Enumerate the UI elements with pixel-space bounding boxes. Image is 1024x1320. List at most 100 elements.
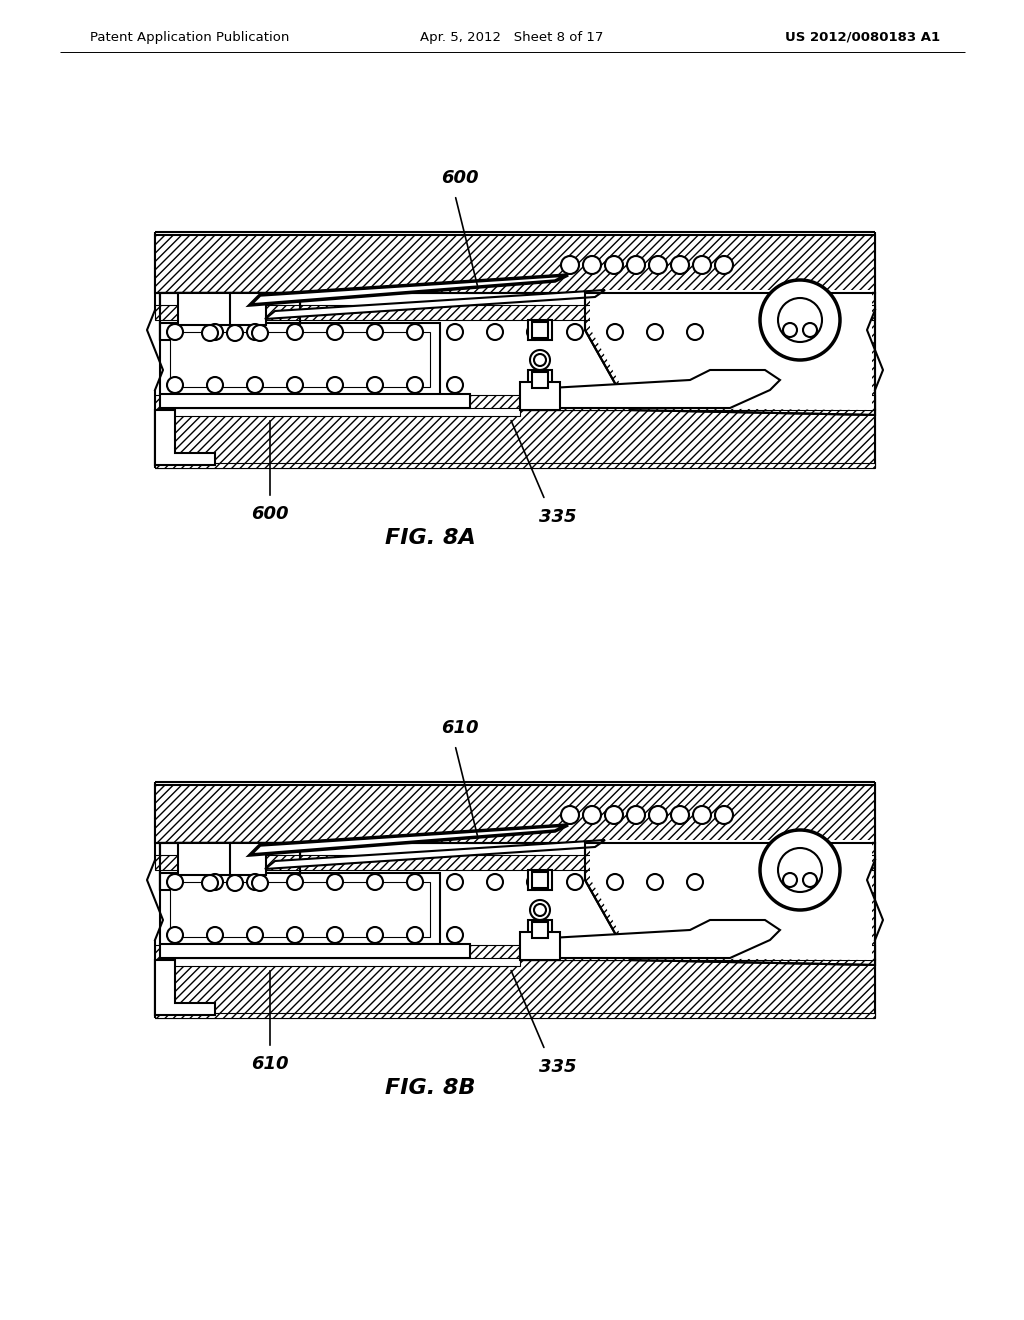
Polygon shape bbox=[265, 290, 605, 319]
Circle shape bbox=[693, 256, 711, 275]
Circle shape bbox=[605, 807, 623, 824]
Circle shape bbox=[627, 807, 645, 824]
Circle shape bbox=[167, 378, 183, 393]
Text: 610: 610 bbox=[251, 1055, 289, 1073]
Bar bbox=[155, 785, 874, 843]
Polygon shape bbox=[250, 275, 568, 305]
Bar bbox=[155, 960, 874, 1015]
Circle shape bbox=[327, 874, 343, 890]
Circle shape bbox=[447, 378, 463, 393]
Bar bbox=[155, 395, 874, 411]
Circle shape bbox=[783, 323, 797, 337]
Bar bbox=[155, 463, 874, 469]
Circle shape bbox=[247, 874, 263, 890]
Circle shape bbox=[561, 807, 579, 824]
Circle shape bbox=[207, 927, 223, 942]
Circle shape bbox=[627, 256, 645, 275]
Circle shape bbox=[407, 323, 423, 341]
Bar bbox=[532, 921, 548, 939]
Circle shape bbox=[803, 873, 817, 887]
Circle shape bbox=[715, 807, 733, 824]
Bar bbox=[155, 945, 874, 960]
Circle shape bbox=[287, 874, 303, 890]
Circle shape bbox=[527, 323, 543, 341]
Bar bbox=[160, 873, 440, 945]
Text: 610: 610 bbox=[441, 719, 479, 737]
Circle shape bbox=[671, 807, 689, 824]
Circle shape bbox=[247, 378, 263, 393]
Circle shape bbox=[447, 323, 463, 341]
Circle shape bbox=[607, 874, 623, 890]
Circle shape bbox=[567, 874, 583, 890]
Bar bbox=[160, 393, 470, 408]
Circle shape bbox=[687, 874, 703, 890]
Circle shape bbox=[649, 256, 667, 275]
Circle shape bbox=[530, 350, 550, 370]
Polygon shape bbox=[585, 293, 874, 414]
Bar bbox=[170, 882, 430, 937]
Circle shape bbox=[227, 875, 243, 891]
Circle shape bbox=[447, 874, 463, 890]
Bar bbox=[155, 411, 874, 465]
Circle shape bbox=[693, 807, 711, 824]
Bar bbox=[528, 870, 552, 890]
Circle shape bbox=[287, 323, 303, 341]
Circle shape bbox=[760, 280, 840, 360]
Bar bbox=[160, 944, 470, 958]
Bar bbox=[520, 381, 560, 411]
Text: Patent Application Publication: Patent Application Publication bbox=[90, 30, 290, 44]
Circle shape bbox=[327, 323, 343, 341]
Circle shape bbox=[760, 830, 840, 909]
Bar bbox=[170, 333, 430, 387]
Circle shape bbox=[252, 325, 268, 341]
Polygon shape bbox=[265, 840, 605, 869]
Polygon shape bbox=[160, 843, 300, 890]
Circle shape bbox=[287, 378, 303, 393]
Bar bbox=[160, 958, 520, 966]
Circle shape bbox=[583, 807, 601, 824]
Circle shape bbox=[327, 927, 343, 942]
Text: 335: 335 bbox=[540, 1059, 577, 1076]
Circle shape bbox=[207, 874, 223, 890]
Polygon shape bbox=[585, 843, 874, 965]
Bar bbox=[528, 370, 552, 389]
Circle shape bbox=[167, 874, 183, 890]
Text: FIG. 8B: FIG. 8B bbox=[385, 1078, 475, 1098]
Polygon shape bbox=[590, 290, 872, 411]
Bar bbox=[528, 920, 552, 940]
Circle shape bbox=[407, 874, 423, 890]
Text: FIG. 8A: FIG. 8A bbox=[385, 528, 475, 548]
Bar bbox=[532, 873, 548, 888]
Bar bbox=[180, 843, 260, 873]
Polygon shape bbox=[155, 960, 215, 1015]
Text: US 2012/0080183 A1: US 2012/0080183 A1 bbox=[784, 30, 940, 44]
Circle shape bbox=[583, 256, 601, 275]
Circle shape bbox=[778, 847, 822, 892]
Bar bbox=[528, 319, 552, 341]
Bar bbox=[155, 855, 874, 870]
Circle shape bbox=[407, 927, 423, 942]
Bar bbox=[178, 843, 266, 875]
Bar bbox=[155, 235, 874, 293]
Bar bbox=[155, 1012, 874, 1018]
Circle shape bbox=[607, 323, 623, 341]
Circle shape bbox=[247, 927, 263, 942]
Circle shape bbox=[202, 325, 218, 341]
Polygon shape bbox=[155, 411, 215, 465]
Circle shape bbox=[287, 927, 303, 942]
Bar bbox=[160, 408, 520, 416]
Circle shape bbox=[647, 874, 663, 890]
Circle shape bbox=[671, 256, 689, 275]
Bar bbox=[160, 293, 300, 341]
Polygon shape bbox=[160, 293, 300, 341]
Circle shape bbox=[649, 807, 667, 824]
Polygon shape bbox=[550, 920, 780, 958]
Circle shape bbox=[527, 874, 543, 890]
Bar bbox=[520, 932, 560, 960]
Circle shape bbox=[534, 354, 546, 366]
Circle shape bbox=[715, 256, 733, 275]
Text: 600: 600 bbox=[441, 169, 479, 187]
Circle shape bbox=[227, 325, 243, 341]
Circle shape bbox=[687, 323, 703, 341]
Bar bbox=[155, 305, 874, 319]
